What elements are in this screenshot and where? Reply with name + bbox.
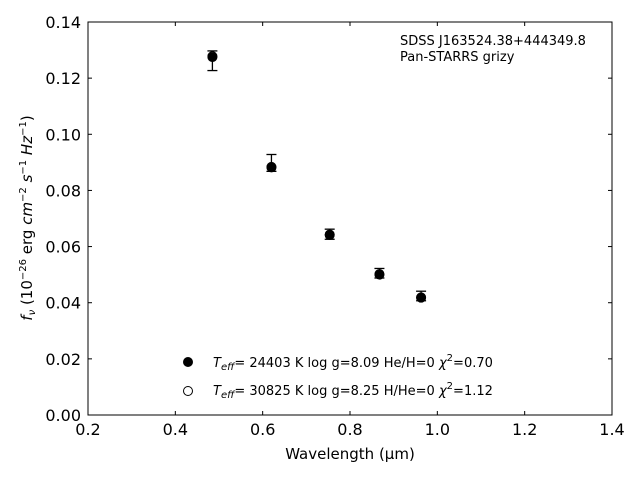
y-tick-label: 0.08 [45, 181, 81, 200]
legend-chi2-1: 0.70 [464, 356, 493, 371]
y-tick-label: 0.06 [45, 238, 81, 257]
model-point-filled [266, 161, 277, 172]
model-point-filled [324, 229, 335, 240]
legend-hehe-2: 0 [427, 384, 435, 399]
x-tick-label: 1.0 [425, 420, 450, 439]
annotation-line-1: SDSS J163524.38+444349.8 [400, 34, 586, 49]
annotation-line-2: Pan-STARRS grizy [400, 50, 515, 65]
model-point-filled [374, 269, 385, 280]
x-axis-label: Wavelength (μm) [285, 445, 415, 463]
legend-hehe-1: 0 [427, 356, 435, 371]
legend-teff-1: 24403 [249, 356, 290, 371]
legend: Teff= 24403 K log g=8.09 He/H=0 χ2=0.70 … [183, 353, 493, 401]
y-tick-label: 0.04 [45, 294, 81, 313]
plot-marks [207, 50, 427, 303]
x-tick-label: 0.2 [75, 420, 100, 439]
x-tick-label: 0.4 [163, 420, 188, 439]
y-tick-label: 0.14 [45, 13, 81, 32]
y-tick-label: 0.10 [45, 125, 81, 144]
legend-logg-1: 8.09 [351, 356, 380, 371]
model-point-filled [416, 292, 427, 303]
x-tick-label: 1.4 [599, 420, 624, 439]
legend-entry-2: Teff= 30825 K log g=8.25 H/He=0 χ2=1.12 [213, 381, 493, 401]
legend-logg-2: 8.25 [351, 384, 380, 399]
model-point-filled [207, 52, 218, 63]
y-tick-label: 0.12 [45, 69, 81, 88]
y-tick-label: 0.02 [45, 350, 81, 369]
legend-chi2-2: 1.12 [464, 384, 493, 399]
plot-axes: 0.2 0.4 0.6 0.8 1.0 1.2 1.4 0.00 0.02 0.04 0.06 0.0… [45, 13, 624, 439]
x-tick-label: 1.2 [512, 420, 537, 439]
legend-marker-open [183, 386, 193, 396]
y-tick-label: 0.00 [45, 406, 81, 425]
legend-teff-2: 30825 [249, 384, 290, 399]
x-tick-label: 0.6 [250, 420, 275, 439]
y-axis-label: fν (10−26 erg cm−2 s−1 Hz−1) [18, 115, 38, 320]
legend-entry-1: Teff= 24403 K log g=8.09 He/H=0 χ2=0.70 [213, 353, 493, 373]
legend-marker-filled [183, 357, 193, 367]
x-tick-label: 0.8 [337, 420, 362, 439]
annotation: SDSS J163524.38+444349.8 Pan-STARRS griz… [400, 34, 586, 65]
